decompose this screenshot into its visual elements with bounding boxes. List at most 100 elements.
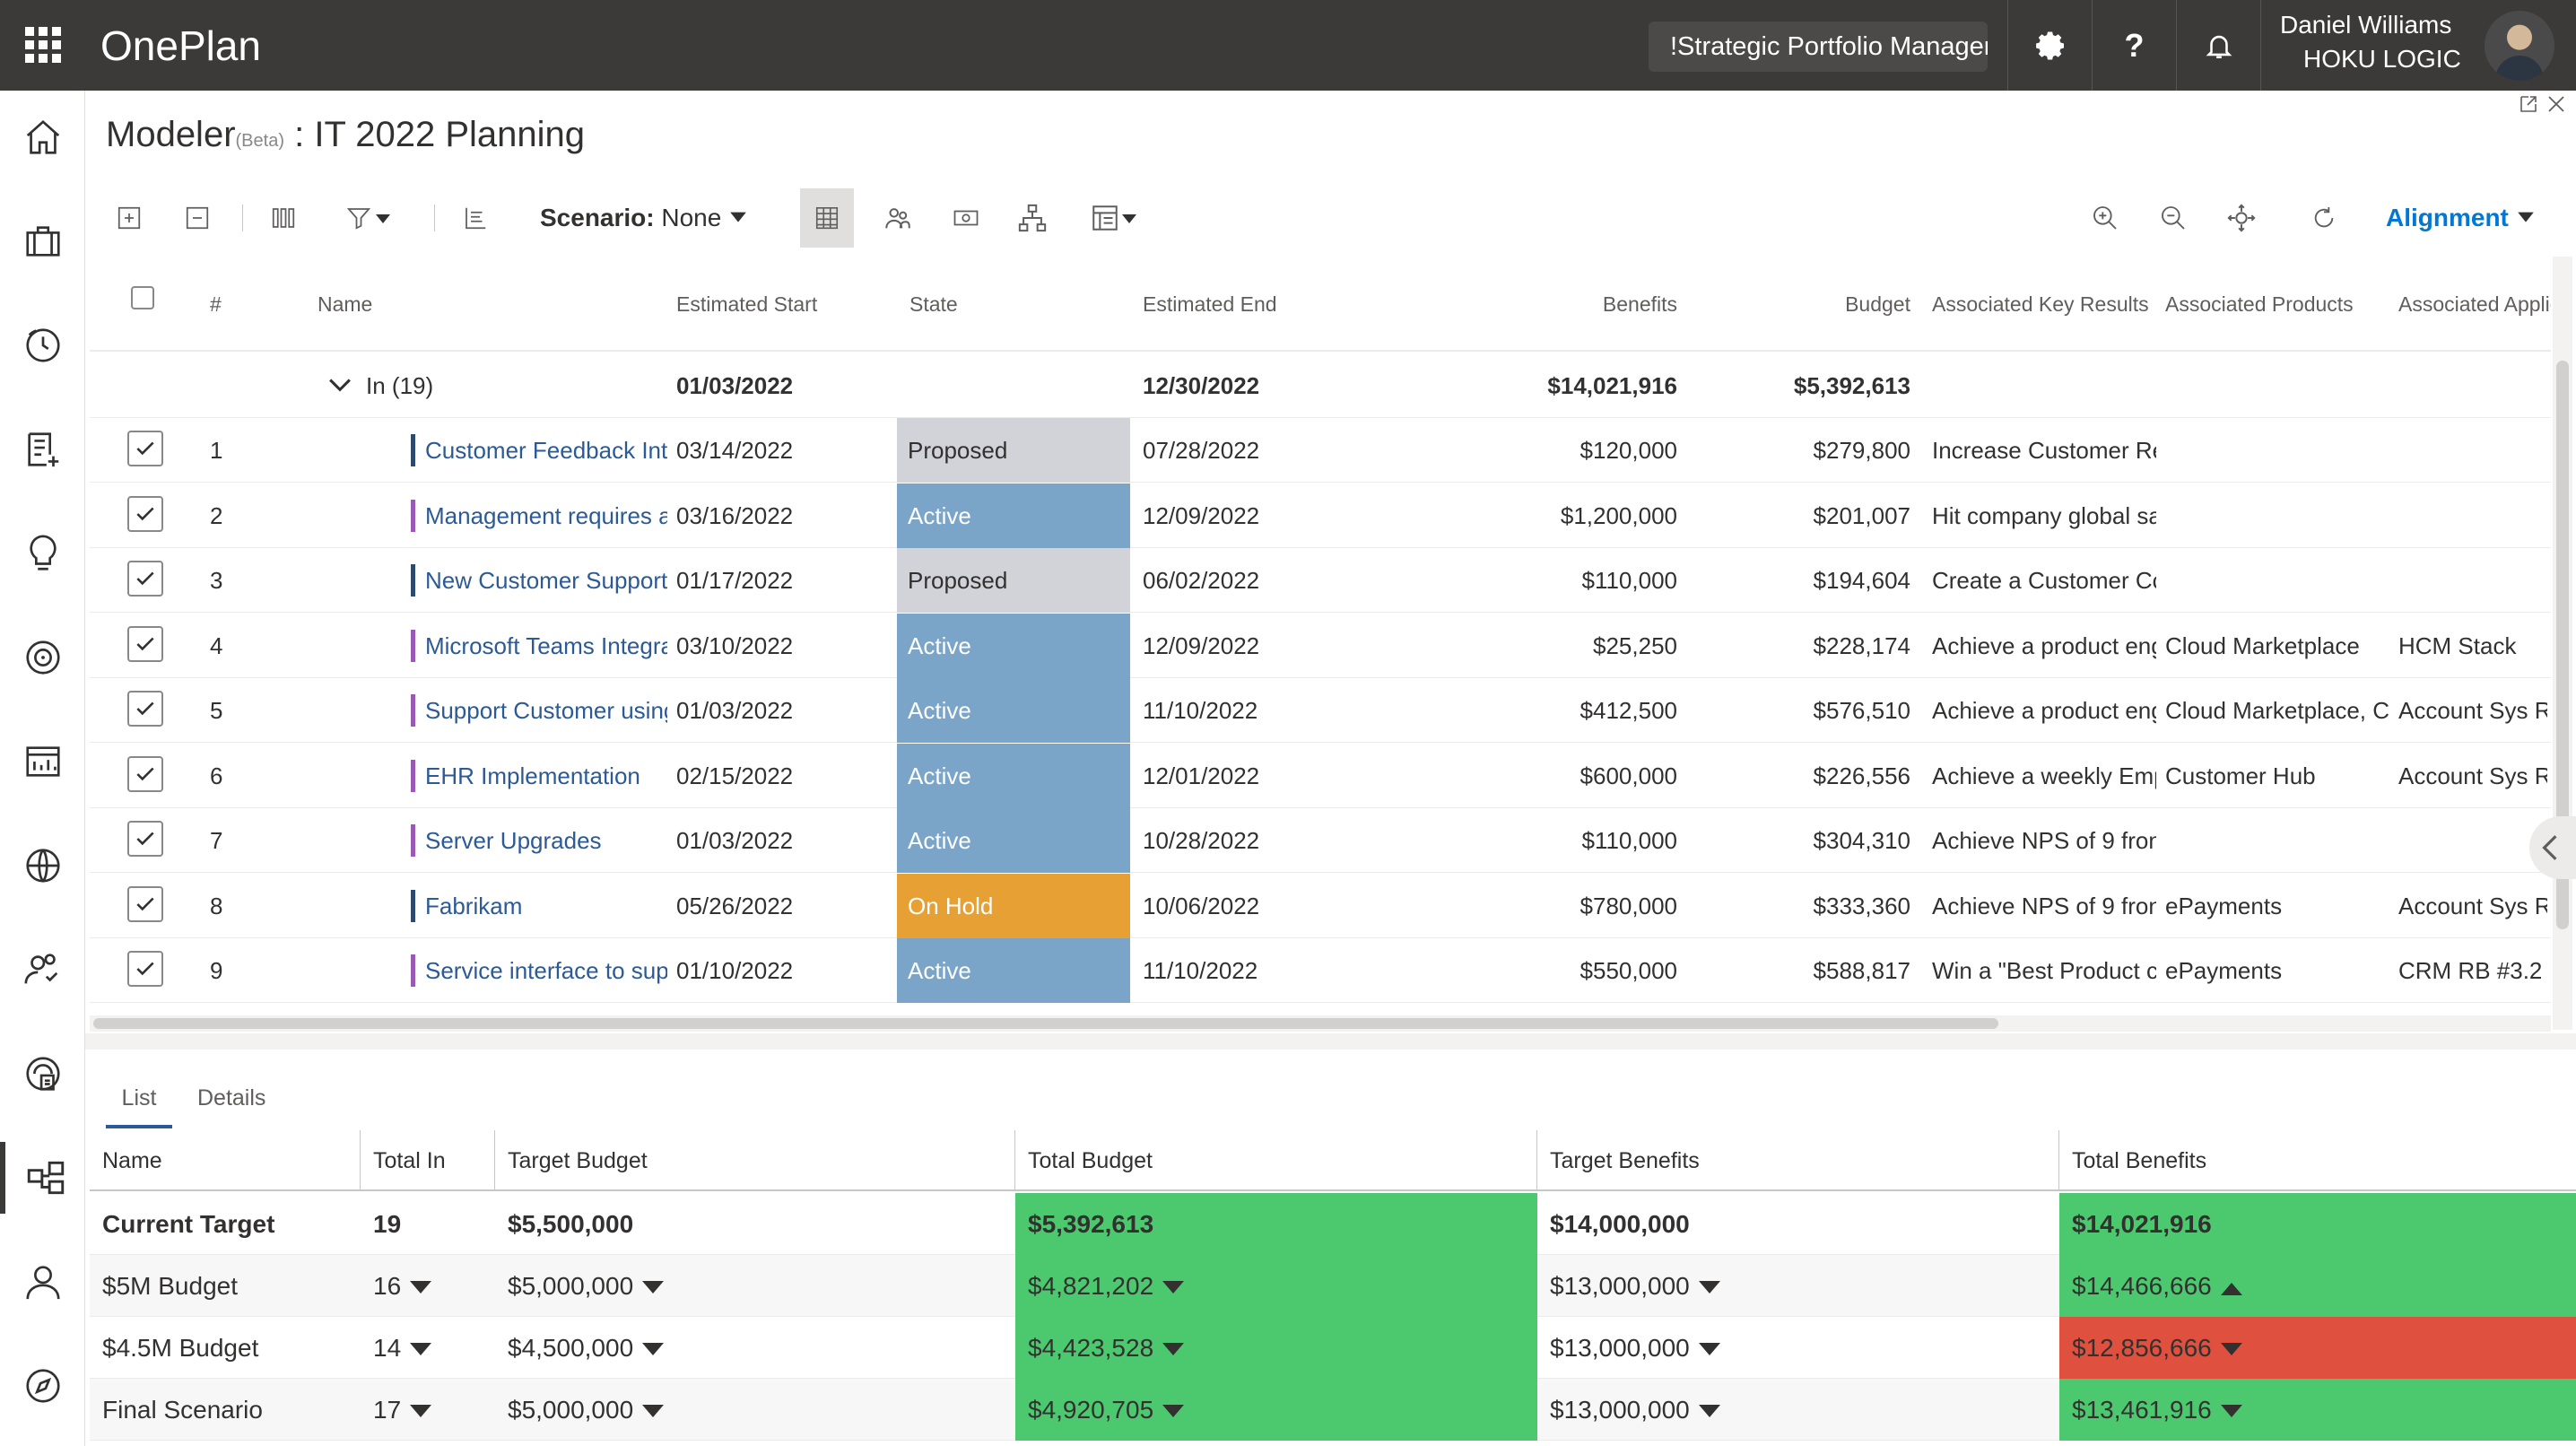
row-state[interactable]: Active — [897, 613, 1130, 678]
close-icon[interactable] — [2546, 93, 2567, 120]
panel-collapse-handle[interactable] — [2529, 816, 2576, 879]
scenario-total-benefits[interactable]: $14,466,666 — [2059, 1255, 2576, 1317]
table-row[interactable]: 3 New Customer Support 01/17/2022 Proposed 0… — [90, 548, 2551, 613]
expand-all-icon[interactable] — [111, 188, 147, 248]
refresh-icon[interactable] — [2302, 188, 2346, 248]
scenario-target-budget[interactable]: $5,500,000 — [495, 1193, 1015, 1255]
row-checkbox[interactable] — [127, 431, 163, 466]
grid-view-icon[interactable] — [800, 188, 854, 248]
row-name-link[interactable]: Support Customer using — [425, 697, 667, 724]
table-row[interactable]: 8 Fabrikam 05/26/2022 On Hold 10/06/2022 $780… — [90, 873, 2551, 938]
column-header-budget[interactable]: Budget — [1845, 292, 1910, 316]
row-name-link[interactable]: Fabrikam — [425, 892, 523, 919]
chevron-down-icon[interactable] — [328, 353, 352, 418]
scenario-target-benefits[interactable]: $13,000,000 — [1537, 1379, 2059, 1441]
table-row[interactable]: 4 Microsoft Teams Integra 03/10/2022 Active… — [90, 613, 2551, 678]
horizontal-scrollbar[interactable] — [90, 1015, 2551, 1032]
help-icon[interactable]: ? — [2092, 0, 2176, 91]
row-name-link[interactable]: Server Upgrades — [425, 827, 602, 854]
row-checkbox[interactable] — [127, 821, 163, 857]
row-state[interactable]: Active — [897, 678, 1130, 743]
row-checkbox[interactable] — [127, 561, 163, 597]
tab-list[interactable]: List — [106, 1076, 172, 1128]
row-state[interactable]: Proposed — [897, 418, 1130, 483]
table-row[interactable]: 9 Service interface to sup 01/10/2022 Activ… — [90, 938, 2551, 1003]
scenario-row[interactable]: $4.5M Budget 14 $4,500,000 $4,423,528 $13,00… — [90, 1317, 2576, 1379]
scenario-row[interactable]: Current Target 19 $5,500,000 $5,392,613 $14,… — [90, 1193, 2576, 1255]
row-name-link[interactable]: Customer Feedback Int — [425, 437, 667, 464]
add-list-icon[interactable] — [0, 414, 85, 485]
row-state[interactable]: On Hold — [897, 873, 1130, 938]
row-checkbox[interactable] — [127, 885, 163, 922]
filter-icon[interactable] — [332, 188, 404, 248]
scenario-target-benefits[interactable]: $13,000,000 — [1537, 1317, 2059, 1379]
avatar[interactable] — [2485, 11, 2554, 81]
column-header-products[interactable]: Associated Products — [2165, 292, 2354, 316]
scenario-total-in[interactable]: 14 — [361, 1317, 495, 1379]
row-name-link[interactable]: EHR Implementation — [425, 762, 640, 789]
modeler-icon[interactable] — [0, 1142, 85, 1214]
zoom-in-icon[interactable] — [2083, 188, 2128, 248]
globe-icon[interactable] — [0, 830, 85, 902]
column-header-name[interactable]: Name — [318, 292, 373, 316]
group-by-icon[interactable] — [457, 188, 493, 248]
scenario-target-benefits[interactable]: $13,000,000 — [1537, 1255, 2059, 1317]
portfolio-briefcase-icon[interactable] — [0, 205, 85, 277]
columns-icon[interactable] — [265, 188, 301, 248]
scenario-total-in[interactable]: 16 — [361, 1255, 495, 1317]
scenario-total-benefits[interactable]: $13,461,916 — [2059, 1379, 2576, 1441]
column-header-key-results[interactable]: Associated Key Results — [1932, 292, 2149, 316]
scenario-total-budget[interactable]: $4,920,705 — [1015, 1379, 1537, 1441]
vertical-scrollbar[interactable] — [2553, 257, 2572, 1030]
scenario-total-benefits[interactable]: $14,021,916 — [2059, 1193, 2576, 1255]
bottom-header-name[interactable]: Name — [90, 1130, 361, 1191]
portfolio-selector[interactable]: !Strategic Portfolio Manager — [1649, 22, 1988, 72]
row-checkbox[interactable] — [127, 691, 163, 727]
compass-icon[interactable] — [0, 1350, 85, 1422]
row-checkbox[interactable] — [127, 495, 163, 532]
row-checkbox[interactable] — [127, 625, 163, 662]
row-state[interactable]: Active — [897, 483, 1130, 548]
hierarchy-icon[interactable] — [1010, 188, 1055, 248]
column-header-estimated-start[interactable]: Estimated Start — [676, 292, 818, 316]
people-view-icon[interactable] — [875, 188, 920, 248]
row-name-link[interactable]: Microsoft Teams Integra — [425, 632, 667, 659]
group-row[interactable]: In (19) 01/03/2022 12/30/2022 $14,021,91… — [90, 353, 2551, 418]
resources-people-icon[interactable] — [0, 934, 85, 1006]
collapse-all-icon[interactable] — [179, 188, 215, 248]
scenario-total-budget[interactable]: $4,423,528 — [1015, 1317, 1537, 1379]
column-header-estimated-end[interactable]: Estimated End — [1143, 292, 1277, 316]
table-row[interactable]: 2 Management requires a 03/16/2022 Active 12… — [90, 483, 2551, 548]
scenario-total-budget[interactable]: $5,392,613 — [1015, 1193, 1537, 1255]
scenario-total-in[interactable]: 17 — [361, 1379, 495, 1441]
scenario-dropdown[interactable]: Scenario: None — [540, 188, 748, 248]
column-header-number[interactable]: # — [210, 292, 222, 316]
table-row[interactable]: 6 EHR Implementation 02/15/2022 Active 12/01… — [90, 743, 2551, 808]
row-state[interactable]: Proposed — [897, 548, 1130, 613]
alignment-dropdown[interactable]: Alignment — [2386, 188, 2536, 248]
select-all-checkbox[interactable] — [131, 286, 154, 309]
scenario-target-benefits[interactable]: $14,000,000 — [1537, 1193, 2059, 1255]
reports-chart-icon[interactable] — [0, 726, 85, 797]
home-icon[interactable] — [0, 101, 85, 173]
row-name-link[interactable]: Service interface to sup — [425, 957, 667, 984]
timesheet-clock-icon[interactable] — [0, 309, 85, 381]
row-state[interactable]: Active — [897, 938, 1130, 1003]
bottom-header-total-in[interactable]: Total In — [361, 1130, 495, 1191]
dashboard-icon[interactable] — [0, 1038, 85, 1110]
notifications-bell-icon[interactable] — [2176, 0, 2260, 91]
bottom-header-total-benefits[interactable]: Total Benefits — [2059, 1130, 2576, 1191]
row-checkbox[interactable] — [127, 755, 163, 792]
table-row[interactable]: 1 Customer Feedback Int 03/14/2022 Proposed… — [90, 418, 2551, 483]
row-state[interactable]: Active — [897, 743, 1130, 808]
scenario-target-budget[interactable]: $5,000,000 — [495, 1255, 1015, 1317]
column-header-applications[interactable]: Associated Applicati... — [2398, 292, 2551, 316]
row-checkbox[interactable] — [127, 951, 163, 987]
scenario-total-benefits[interactable]: $12,856,666 — [2059, 1317, 2576, 1379]
scenario-total-budget[interactable]: $4,821,202 — [1015, 1255, 1537, 1317]
settings-icon[interactable] — [2007, 0, 2092, 91]
layout-options-icon[interactable] — [1078, 188, 1150, 248]
scenario-target-budget[interactable]: $5,000,000 — [495, 1379, 1015, 1441]
bottom-header-target-benefits[interactable]: Target Benefits — [1537, 1130, 2059, 1191]
budget-money-icon[interactable] — [944, 188, 988, 248]
